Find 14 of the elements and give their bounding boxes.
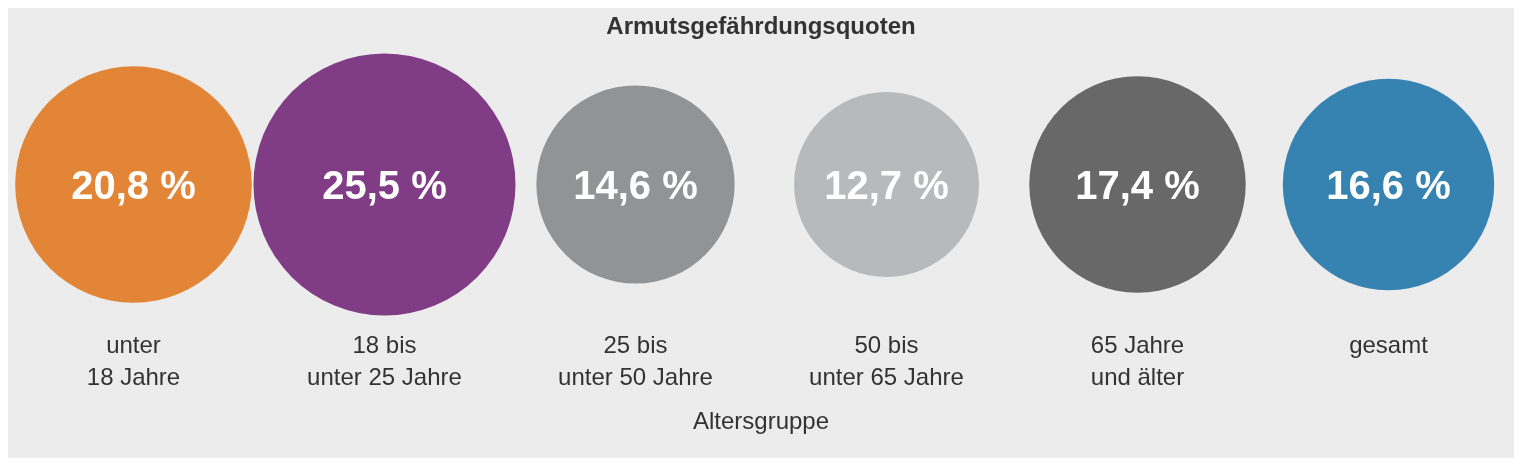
data-label: 16,6 % <box>1326 162 1451 207</box>
data-label: 20,8 % <box>71 162 196 207</box>
category-label: unter 18 Jahre <box>86 331 181 390</box>
category-label: 50 bis unter 65 Jahre <box>809 331 964 390</box>
text: Armutsgefährdungsquoten <box>605 11 917 41</box>
data-label: 17,4 % <box>1075 162 1200 207</box>
category-label: 25 bis unter 50 Jahre <box>558 331 713 390</box>
data-label: 14,6 % <box>573 162 698 207</box>
category-label: gesamt <box>1349 331 1429 358</box>
category-label: 65 Jahre und älter <box>1090 331 1185 390</box>
text: Altersgruppe <box>691 407 831 435</box>
data-label: 12,7 % <box>824 162 949 207</box>
data-label: 25,5 % <box>322 162 447 207</box>
category-label: 18 bis unter 25 Jahre <box>307 331 462 390</box>
